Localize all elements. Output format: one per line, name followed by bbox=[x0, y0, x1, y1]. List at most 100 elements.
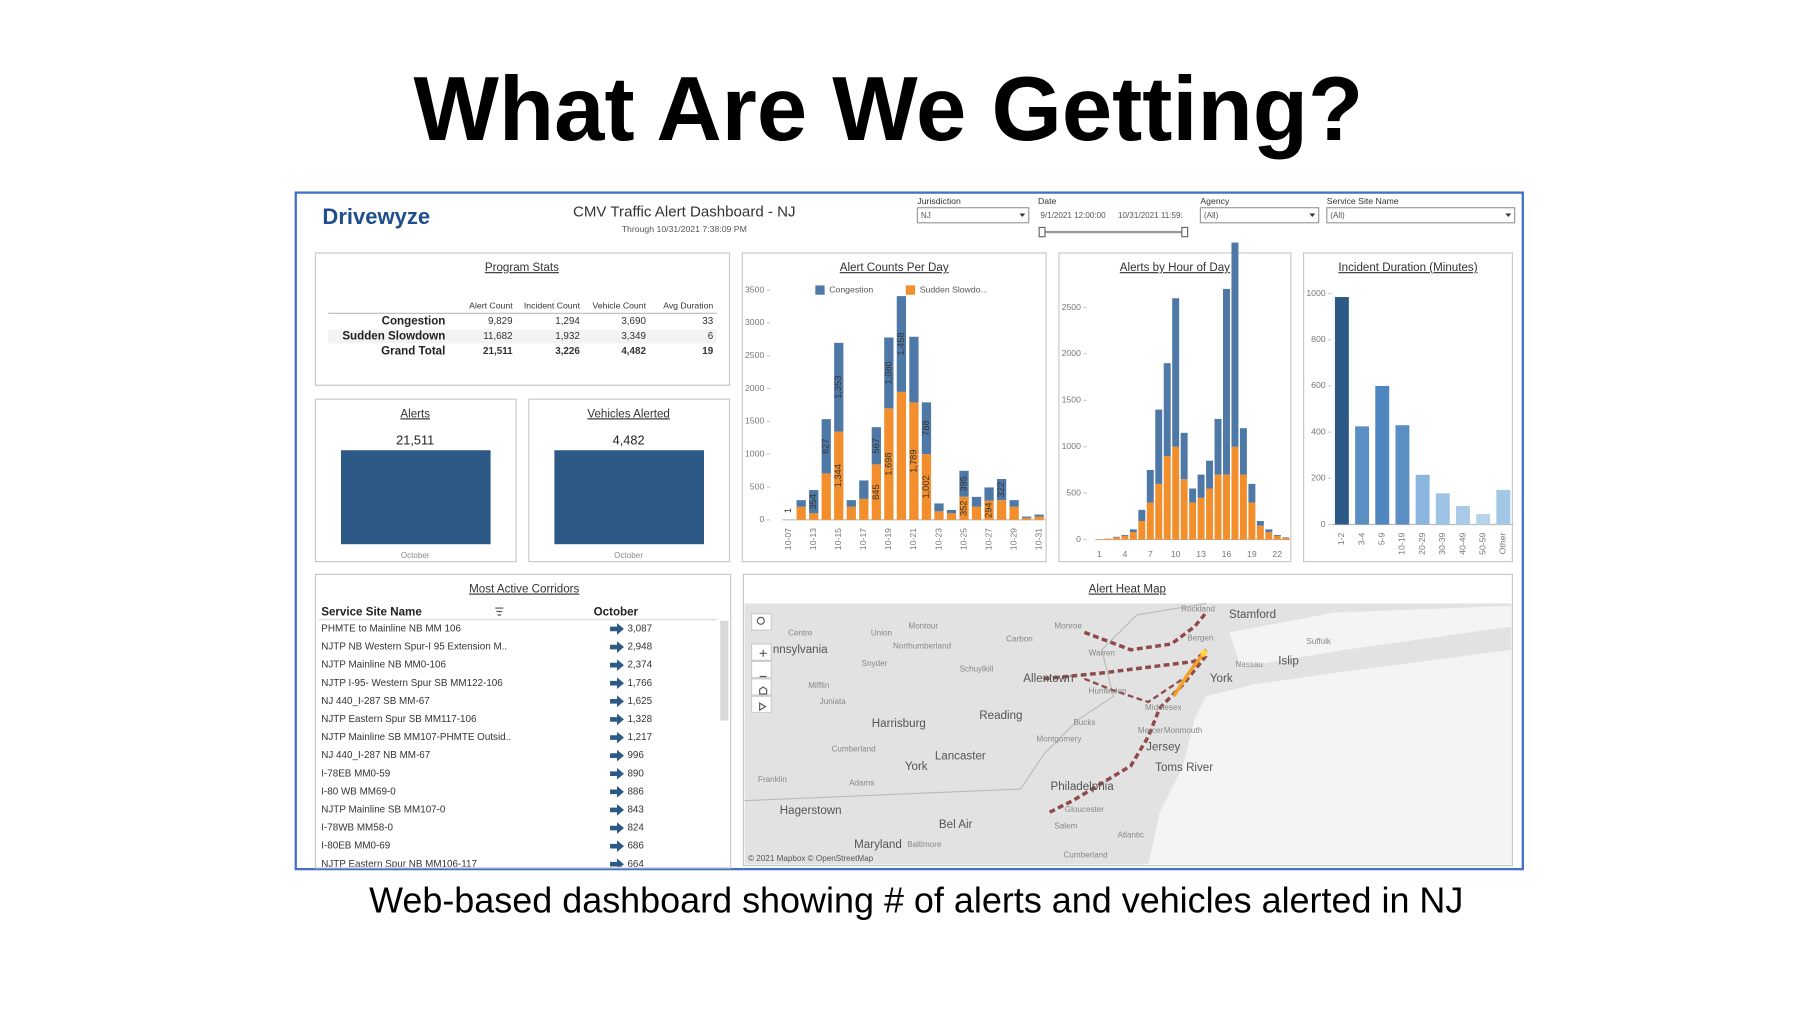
slider-handle[interactable] bbox=[1038, 226, 1046, 238]
filter-label: Date bbox=[1038, 196, 1057, 206]
dashboard-title: CMV Traffic Alert Dashboard - NJ bbox=[573, 203, 796, 220]
panel-title: Program Stats bbox=[485, 261, 559, 274]
bar-segment bbox=[934, 511, 944, 520]
value-label: 322 bbox=[996, 482, 1006, 497]
column-header: Incident Count bbox=[524, 301, 581, 311]
bar bbox=[1456, 506, 1470, 525]
value-label: 354 bbox=[808, 494, 818, 509]
y-tick-label: 2500 bbox=[1062, 302, 1081, 312]
map-label: Juniata bbox=[820, 697, 847, 706]
x-tick-label: 1-2 bbox=[1336, 532, 1346, 545]
map-control-zoom-in[interactable] bbox=[750, 643, 772, 661]
y-tick-label: 500 bbox=[1066, 487, 1081, 497]
map-label: Nassau bbox=[1235, 660, 1262, 669]
kpi-bar bbox=[554, 450, 704, 545]
cell: 9,829 bbox=[488, 316, 513, 327]
value-label: 1 bbox=[783, 508, 793, 513]
bar-segment bbox=[1256, 521, 1264, 526]
bar-segment bbox=[1034, 514, 1044, 517]
bar-segment bbox=[1146, 502, 1154, 540]
corridor-value: 1,625 bbox=[627, 696, 652, 707]
bar-segment bbox=[1282, 537, 1290, 540]
column-header: Service Site Name bbox=[321, 606, 422, 619]
slide-title: What Are We Getting? bbox=[414, 59, 1364, 160]
corridor-value: 1,217 bbox=[627, 732, 652, 743]
corridor-value: 996 bbox=[627, 750, 644, 761]
bar-segment bbox=[1009, 506, 1019, 520]
x-tick-label: 10-21 bbox=[908, 528, 918, 550]
map-label: Monmouth bbox=[1164, 726, 1202, 735]
y-tick-label: 2000 bbox=[745, 383, 764, 393]
dropdown-arrow bbox=[1309, 213, 1316, 217]
bar-segment bbox=[1239, 428, 1247, 475]
bar bbox=[1435, 493, 1450, 525]
bar-segment bbox=[859, 480, 869, 499]
bar-segment bbox=[809, 513, 819, 520]
corridor-name: NJTP Mainline SB MM107-PHMTE Outsid.. bbox=[321, 732, 511, 743]
filter-dropdown[interactable] bbox=[1326, 207, 1516, 224]
x-tick-label: 10-19 bbox=[883, 528, 893, 550]
y-tick-label: 1000 bbox=[1306, 288, 1325, 298]
sort-icon[interactable] bbox=[495, 607, 504, 616]
corridor-value: 664 bbox=[627, 859, 644, 870]
corridor-rows: PHMTE to Mainline NB MM 106 3,087 NJTP NB … bbox=[321, 623, 653, 870]
filter-dropdown[interactable] bbox=[916, 207, 1030, 224]
bar-segment bbox=[834, 342, 844, 432]
x-tick-label: 10-31 bbox=[1033, 528, 1043, 550]
bar-segment bbox=[1121, 535, 1129, 540]
bar-segment bbox=[1121, 534, 1129, 536]
legend-label: Sudden Slowdo... bbox=[920, 284, 988, 294]
row-name: Sudden Slowdown bbox=[342, 330, 445, 343]
kpi-period: October bbox=[614, 551, 643, 560]
bar-segment bbox=[871, 427, 881, 465]
map-label: Stamford bbox=[1229, 608, 1276, 621]
bar-segment bbox=[846, 500, 856, 507]
bar-segment bbox=[1265, 529, 1273, 533]
map-label: Cumberland bbox=[832, 745, 876, 754]
bar bbox=[1496, 489, 1511, 525]
map-water bbox=[1229, 605, 1512, 668]
bar-segment bbox=[896, 296, 907, 392]
arrow-icon bbox=[610, 695, 624, 708]
value-label: 1,344 bbox=[833, 464, 843, 487]
cell: 21,511 bbox=[483, 346, 513, 357]
kpi-value: 21,511 bbox=[396, 432, 434, 447]
map-label: Gloucester bbox=[1065, 805, 1105, 814]
corridor-value: 890 bbox=[627, 768, 644, 779]
y-tick-label: 0 bbox=[1321, 519, 1326, 529]
cell: 19 bbox=[702, 346, 713, 357]
y-tick-label: 600 bbox=[1311, 380, 1326, 390]
kpi-period: October bbox=[401, 551, 430, 560]
bar-segment bbox=[834, 431, 844, 520]
map-label: Atlantic bbox=[1118, 831, 1145, 840]
bar-segment bbox=[959, 496, 969, 520]
x-tick-label: 10-23 bbox=[933, 528, 943, 550]
map-control-zoom-out[interactable] bbox=[750, 660, 772, 679]
cell: 3,349 bbox=[621, 331, 646, 342]
bar-segment bbox=[1197, 474, 1205, 498]
map-control-search[interactable] bbox=[750, 613, 772, 631]
map-label: Toms River bbox=[1155, 761, 1213, 774]
legend-swatch bbox=[905, 285, 916, 295]
y-tick-label: 3000 bbox=[745, 317, 764, 327]
filter-dropdown[interactable] bbox=[1199, 207, 1320, 224]
scrollbar[interactable] bbox=[720, 620, 729, 721]
corridor-name: I-80 WB MM69-0 bbox=[321, 786, 396, 797]
corridor-name: NJTP NB Western Spur-I 95 Extension M.. bbox=[321, 642, 507, 653]
x-tick-label: 10-13 bbox=[808, 528, 818, 550]
corridor-value: 2,948 bbox=[627, 642, 652, 653]
bar-segment bbox=[884, 337, 894, 409]
corridor-value: 1,328 bbox=[627, 714, 652, 725]
y-tick-label: 500 bbox=[750, 481, 765, 491]
map-label: Bel Air bbox=[939, 818, 973, 831]
kpi-bar bbox=[340, 450, 491, 545]
x-tick-label: 22 bbox=[1272, 549, 1282, 559]
value-label: 352 bbox=[958, 501, 968, 516]
value-label: 845 bbox=[871, 484, 881, 499]
map-label: Lancaster bbox=[935, 750, 986, 763]
x-tick-label: 50-59 bbox=[1477, 532, 1487, 554]
map-control-home[interactable] bbox=[750, 678, 772, 696]
map-label: Philadelphia bbox=[1051, 780, 1115, 793]
arrow-icon bbox=[610, 677, 624, 690]
slider-handle[interactable] bbox=[1181, 226, 1189, 238]
